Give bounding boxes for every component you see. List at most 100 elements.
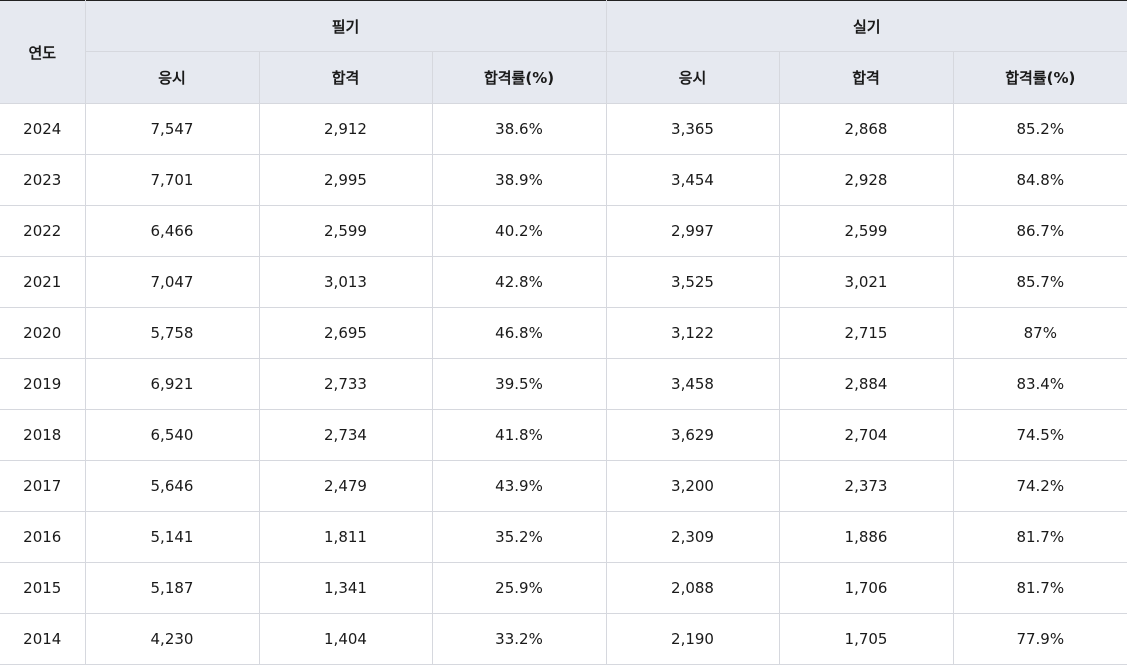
written-applicants-cell: 5,187 <box>85 562 260 614</box>
written-pass-rate-cell: 25.9% <box>432 562 607 614</box>
year-cell: 2016 <box>0 511 86 563</box>
header-group-row: 연도 필기 실기 <box>0 0 1127 104</box>
written-passed-cell: 2,912 <box>259 103 433 155</box>
written-pass-rate-cell: 43.9% <box>432 460 607 512</box>
written-pass-rate-cell: 46.8% <box>432 307 607 359</box>
practical-pass-rate-cell: 74.2% <box>953 460 1127 512</box>
table-row: 2023 7,701 2,995 38.9% 3,454 2,928 84.8% <box>0 154 1127 206</box>
year-cell: 2024 <box>0 103 86 155</box>
table-row: 2016 5,141 1,811 35.2% 2,309 1,886 81.7% <box>0 511 1127 563</box>
written-pass-rate-cell: 38.6% <box>432 103 607 155</box>
practical-passed-cell: 2,599 <box>779 205 954 257</box>
practical-pass-rate-cell: 86.7% <box>953 205 1127 257</box>
practical-applicants-cell: 2,997 <box>606 205 780 257</box>
header-column-row: 응시 합격 합격률(%) 응시 합격 합격률(%) <box>0 51 1127 104</box>
practical-pass-rate-cell: 85.7% <box>953 256 1127 308</box>
practical-passed-cell: 2,884 <box>779 358 954 410</box>
practical-passed-cell: 2,704 <box>779 409 954 461</box>
written-passed-cell: 2,733 <box>259 358 433 410</box>
practical-pass-rate-cell: 77.9% <box>953 613 1127 665</box>
practical-pass-rate-cell: 81.7% <box>953 511 1127 563</box>
table-header: 연도 필기 실기 응시 합격 합격률(%) 응시 합격 합격률(%) <box>0 0 1127 104</box>
written-applicants-cell: 5,141 <box>85 511 260 563</box>
year-cell: 2019 <box>0 358 86 410</box>
practical-pass-rate-cell: 81.7% <box>953 562 1127 614</box>
practical-pass-rate-cell: 85.2% <box>953 103 1127 155</box>
written-group-header: 필기 <box>85 0 607 52</box>
practical-group-header: 실기 <box>606 0 1127 52</box>
practical-passed-cell: 3,021 <box>779 256 954 308</box>
written-applicants-cell: 5,758 <box>85 307 260 359</box>
practical-passed-header: 합격 <box>779 51 954 104</box>
practical-applicants-cell: 3,629 <box>606 409 780 461</box>
practical-applicants-cell: 2,088 <box>606 562 780 614</box>
practical-applicants-cell: 3,454 <box>606 154 780 206</box>
written-passed-cell: 2,734 <box>259 409 433 461</box>
year-cell: 2022 <box>0 205 86 257</box>
written-applicants-header: 응시 <box>85 51 260 104</box>
written-applicants-cell: 7,547 <box>85 103 260 155</box>
written-pass-rate-cell: 35.2% <box>432 511 607 563</box>
table-row: 2015 5,187 1,341 25.9% 2,088 1,706 81.7% <box>0 562 1127 614</box>
year-cell: 2021 <box>0 256 86 308</box>
written-applicants-cell: 6,466 <box>85 205 260 257</box>
written-applicants-cell: 6,921 <box>85 358 260 410</box>
practical-passed-cell: 2,373 <box>779 460 954 512</box>
practical-applicants-cell: 3,200 <box>606 460 780 512</box>
practical-applicants-header: 응시 <box>606 51 780 104</box>
practical-passed-cell: 1,886 <box>779 511 954 563</box>
written-passed-cell: 1,404 <box>259 613 433 665</box>
year-cell: 2020 <box>0 307 86 359</box>
written-passed-cell: 2,599 <box>259 205 433 257</box>
year-header: 연도 <box>0 0 86 104</box>
table-row: 2018 6,540 2,734 41.8% 3,629 2,704 74.5% <box>0 409 1127 461</box>
year-cell: 2023 <box>0 154 86 206</box>
table-row: 2021 7,047 3,013 42.8% 3,525 3,021 85.7% <box>0 256 1127 308</box>
written-pass-rate-header: 합격률(%) <box>432 51 607 104</box>
written-pass-rate-cell: 41.8% <box>432 409 607 461</box>
practical-passed-cell: 1,706 <box>779 562 954 614</box>
written-passed-header: 합격 <box>259 51 433 104</box>
written-passed-cell: 1,341 <box>259 562 433 614</box>
table-row: 2019 6,921 2,733 39.5% 3,458 2,884 83.4% <box>0 358 1127 410</box>
year-cell: 2018 <box>0 409 86 461</box>
practical-pass-rate-cell: 87% <box>953 307 1127 359</box>
table-row: 2014 4,230 1,404 33.2% 2,190 1,705 77.9% <box>0 613 1127 665</box>
table-row: 2024 7,547 2,912 38.6% 3,365 2,868 85.2% <box>0 103 1127 155</box>
practical-applicants-cell: 3,122 <box>606 307 780 359</box>
written-passed-cell: 2,695 <box>259 307 433 359</box>
practical-passed-cell: 2,868 <box>779 103 954 155</box>
practical-pass-rate-cell: 83.4% <box>953 358 1127 410</box>
year-cell: 2015 <box>0 562 86 614</box>
written-passed-cell: 2,995 <box>259 154 433 206</box>
practical-applicants-cell: 3,525 <box>606 256 780 308</box>
year-cell: 2014 <box>0 613 86 665</box>
practical-passed-cell: 2,715 <box>779 307 954 359</box>
table-row: 2017 5,646 2,479 43.9% 3,200 2,373 74.2% <box>0 460 1127 512</box>
written-applicants-cell: 6,540 <box>85 409 260 461</box>
practical-applicants-cell: 3,365 <box>606 103 780 155</box>
written-applicants-cell: 7,701 <box>85 154 260 206</box>
practical-passed-cell: 2,928 <box>779 154 954 206</box>
practical-applicants-cell: 3,458 <box>606 358 780 410</box>
written-applicants-cell: 4,230 <box>85 613 260 665</box>
table-body: 2024 7,547 2,912 38.6% 3,365 2,868 85.2%… <box>0 103 1127 665</box>
written-applicants-cell: 5,646 <box>85 460 260 512</box>
written-passed-cell: 2,479 <box>259 460 433 512</box>
written-passed-cell: 1,811 <box>259 511 433 563</box>
table-row: 2020 5,758 2,695 46.8% 3,122 2,715 87% <box>0 307 1127 359</box>
written-applicants-cell: 7,047 <box>85 256 260 308</box>
written-pass-rate-cell: 42.8% <box>432 256 607 308</box>
written-pass-rate-cell: 40.2% <box>432 205 607 257</box>
written-pass-rate-cell: 39.5% <box>432 358 607 410</box>
written-pass-rate-cell: 33.2% <box>432 613 607 665</box>
practical-applicants-cell: 2,190 <box>606 613 780 665</box>
practical-applicants-cell: 2,309 <box>606 511 780 563</box>
year-cell: 2017 <box>0 460 86 512</box>
practical-passed-cell: 1,705 <box>779 613 954 665</box>
table-row: 2022 6,466 2,599 40.2% 2,997 2,599 86.7% <box>0 205 1127 257</box>
practical-pass-rate-cell: 84.8% <box>953 154 1127 206</box>
written-pass-rate-cell: 38.9% <box>432 154 607 206</box>
practical-pass-rate-cell: 74.5% <box>953 409 1127 461</box>
